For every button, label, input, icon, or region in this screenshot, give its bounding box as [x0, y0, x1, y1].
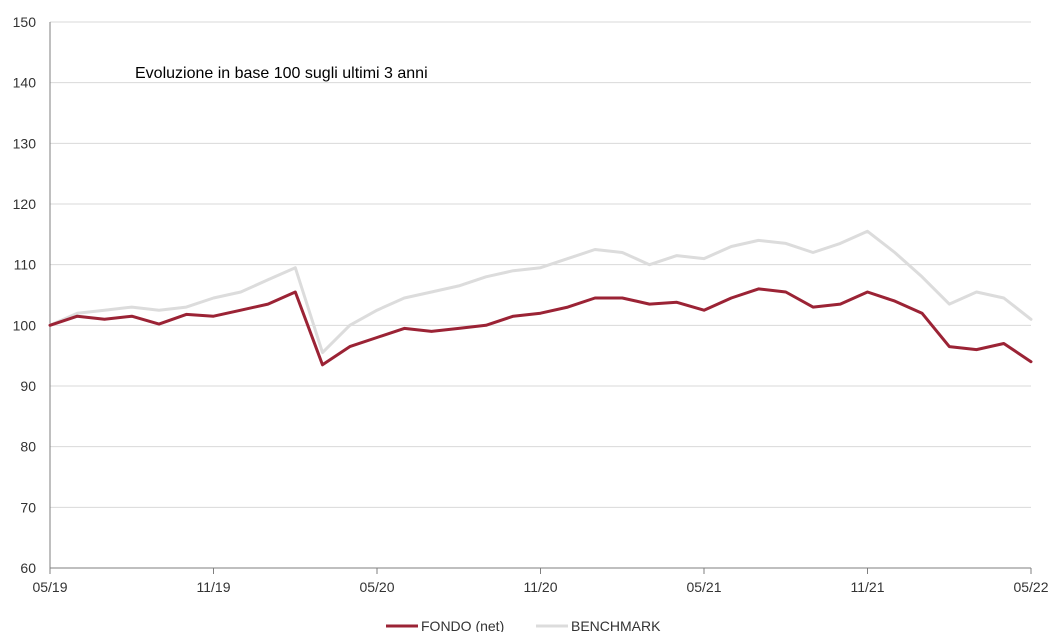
- axes: [49, 22, 1032, 574]
- x-tick-labels: 05/19 11/19 05/20 11/20 05/21 11/21 05/22: [32, 579, 1048, 595]
- x-tick-11-20: 11/20: [524, 579, 558, 595]
- grid-lines: [50, 21, 1031, 508]
- y-tick-70: 70: [20, 499, 36, 515]
- x-tick-05-19: 05/19: [32, 579, 67, 595]
- y-tick-100: 100: [13, 317, 37, 333]
- y-tick-80: 80: [20, 439, 36, 455]
- y-tick-130: 130: [13, 135, 37, 151]
- y-tick-labels: 60 70 80 90 100 110 120 130 140 150: [13, 14, 37, 576]
- y-tick-140: 140: [13, 75, 37, 91]
- x-tick-11-21: 11/21: [851, 579, 885, 595]
- x-tick-05-20: 05/20: [359, 579, 394, 595]
- series-lines: [48, 229, 1033, 367]
- series-line-benchmark: [48, 229, 1033, 355]
- y-tick-120: 120: [13, 196, 37, 212]
- y-tick-90: 90: [20, 378, 36, 394]
- x-tick-11-19: 11/19: [197, 579, 231, 595]
- x-tick-05-21: 05/21: [686, 579, 721, 595]
- series-line-fondo: [48, 287, 1033, 367]
- x-tick-05-22: 05/22: [1013, 579, 1048, 595]
- y-tick-60: 60: [20, 560, 36, 576]
- y-tick-110: 110: [14, 257, 37, 273]
- legend-label-benchmark: BENCHMARK: [571, 618, 661, 632]
- legend: FONDO (net) BENCHMARK: [386, 618, 661, 632]
- y-tick-150: 150: [13, 14, 37, 30]
- chart-title: Evoluzione in base 100 sugli ultimi 3 an…: [135, 65, 428, 82]
- legend-label-fondo: FONDO (net): [421, 618, 504, 632]
